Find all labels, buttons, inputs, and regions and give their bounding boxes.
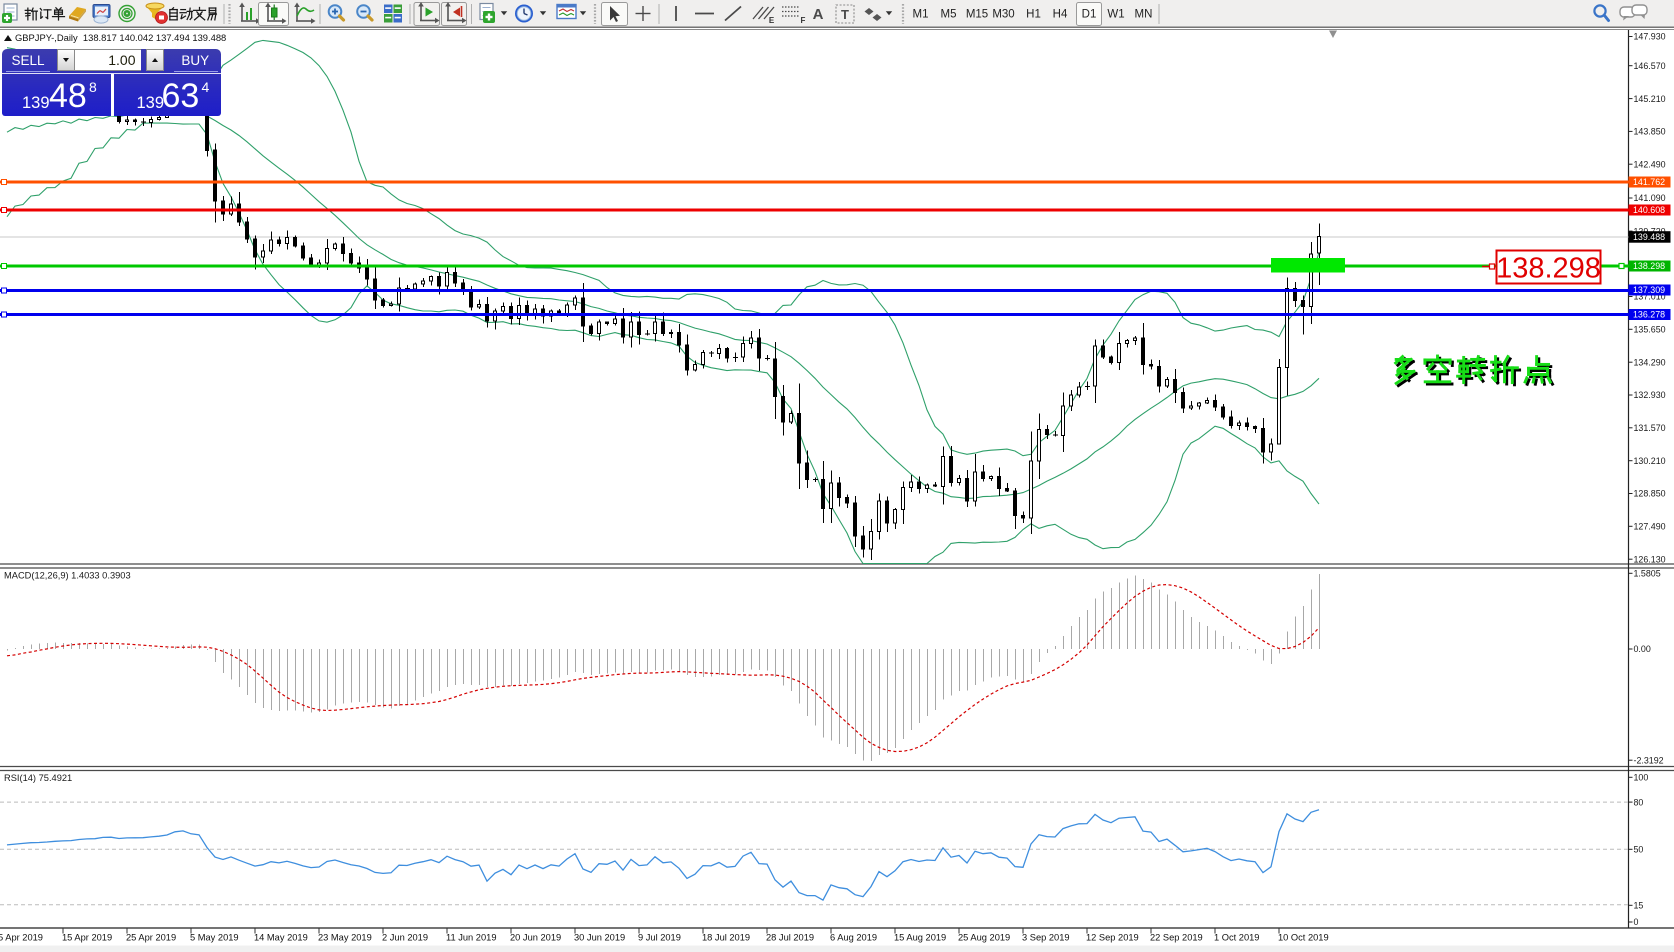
svg-text:M30: M30 <box>992 9 1014 21</box>
svg-text:RSI(14) 75.4921: RSI(14) 75.4921 <box>4 773 72 783</box>
svg-text:M5: M5 <box>941 9 957 21</box>
svg-text:25 Aug 2019: 25 Aug 2019 <box>958 933 1010 943</box>
svg-text:0: 0 <box>1634 917 1639 927</box>
svg-text:-2.3192: -2.3192 <box>1634 755 1664 765</box>
svg-text:3 Sep 2019: 3 Sep 2019 <box>1022 933 1070 943</box>
svg-text:147.930: 147.930 <box>1634 32 1666 42</box>
svg-text:H4: H4 <box>1053 9 1068 21</box>
svg-text:141.762: 141.762 <box>1633 177 1665 187</box>
svg-text:MACD(12,26,9) 1.4033 0.3903: MACD(12,26,9) 1.4033 0.3903 <box>4 571 131 581</box>
svg-text:A: A <box>813 6 824 23</box>
svg-text:25 Apr 2019: 25 Apr 2019 <box>126 933 176 943</box>
svg-text:1.5805: 1.5805 <box>1634 569 1661 579</box>
svg-text:30 Jun 2019: 30 Jun 2019 <box>574 933 625 943</box>
svg-text:D1: D1 <box>1082 9 1097 21</box>
svg-text:28 Jul 2019: 28 Jul 2019 <box>766 933 814 943</box>
svg-text:15 Apr 2019: 15 Apr 2019 <box>62 933 112 943</box>
svg-text:100: 100 <box>1634 773 1649 783</box>
svg-text:20 Jun 2019: 20 Jun 2019 <box>510 933 561 943</box>
svg-text:15 Aug 2019: 15 Aug 2019 <box>894 933 946 943</box>
svg-text:6 Aug 2019: 6 Aug 2019 <box>830 933 877 943</box>
svg-text:131.570: 131.570 <box>1634 423 1666 433</box>
svg-text:9 Jul 2019: 9 Jul 2019 <box>638 933 681 943</box>
svg-text:130.210: 130.210 <box>1634 456 1666 466</box>
svg-text:5 May 2019: 5 May 2019 <box>190 933 239 943</box>
svg-text:140.608: 140.608 <box>1633 205 1665 215</box>
svg-text:M15: M15 <box>966 9 988 21</box>
svg-text:137.309: 137.309 <box>1633 285 1665 295</box>
svg-text:138.298: 138.298 <box>1633 261 1665 271</box>
svg-text:128.850: 128.850 <box>1634 489 1666 499</box>
svg-text:139.488: 139.488 <box>1633 232 1665 242</box>
svg-text:F: F <box>801 16 806 25</box>
svg-text:135.650: 135.650 <box>1634 325 1666 335</box>
svg-text:11 Jun 2019: 11 Jun 2019 <box>446 933 497 943</box>
svg-text:H1: H1 <box>1026 9 1041 21</box>
svg-text:2 Jun 2019: 2 Jun 2019 <box>382 933 428 943</box>
svg-text:80: 80 <box>1634 797 1644 807</box>
svg-text:146.570: 146.570 <box>1634 61 1666 71</box>
svg-text:145.210: 145.210 <box>1634 94 1666 104</box>
svg-text:23 May 2019: 23 May 2019 <box>318 933 372 943</box>
svg-text:22 Sep 2019: 22 Sep 2019 <box>1150 933 1203 943</box>
svg-text:141.090: 141.090 <box>1634 193 1666 203</box>
svg-text:T: T <box>841 7 849 22</box>
svg-text:143.850: 143.850 <box>1634 127 1666 137</box>
svg-text:E: E <box>769 16 775 25</box>
svg-text:132.930: 132.930 <box>1634 390 1666 400</box>
svg-text:W1: W1 <box>1107 9 1124 21</box>
svg-text:15: 15 <box>1634 901 1644 911</box>
svg-text:136.278: 136.278 <box>1633 310 1665 320</box>
svg-text:127.490: 127.490 <box>1634 522 1666 532</box>
svg-text:14 May 2019: 14 May 2019 <box>254 933 308 943</box>
svg-text:134.290: 134.290 <box>1634 357 1666 367</box>
svg-text:M1: M1 <box>913 9 929 21</box>
svg-text:1 Oct 2019: 1 Oct 2019 <box>1214 933 1259 943</box>
svg-text:10 Oct 2019: 10 Oct 2019 <box>1278 933 1329 943</box>
svg-text:5 Apr 2019: 5 Apr 2019 <box>0 933 43 943</box>
svg-text:0.00: 0.00 <box>1634 644 1651 654</box>
svg-text:18 Jul 2019: 18 Jul 2019 <box>702 933 750 943</box>
svg-text:126.130: 126.130 <box>1634 554 1666 564</box>
svg-text:138.298: 138.298 <box>1496 253 1601 285</box>
svg-text:137.010: 137.010 <box>1634 292 1666 302</box>
svg-text:12 Sep 2019: 12 Sep 2019 <box>1086 933 1139 943</box>
svg-text:MN: MN <box>1135 9 1153 21</box>
svg-text:142.490: 142.490 <box>1634 159 1666 169</box>
svg-text:50: 50 <box>1634 845 1644 855</box>
